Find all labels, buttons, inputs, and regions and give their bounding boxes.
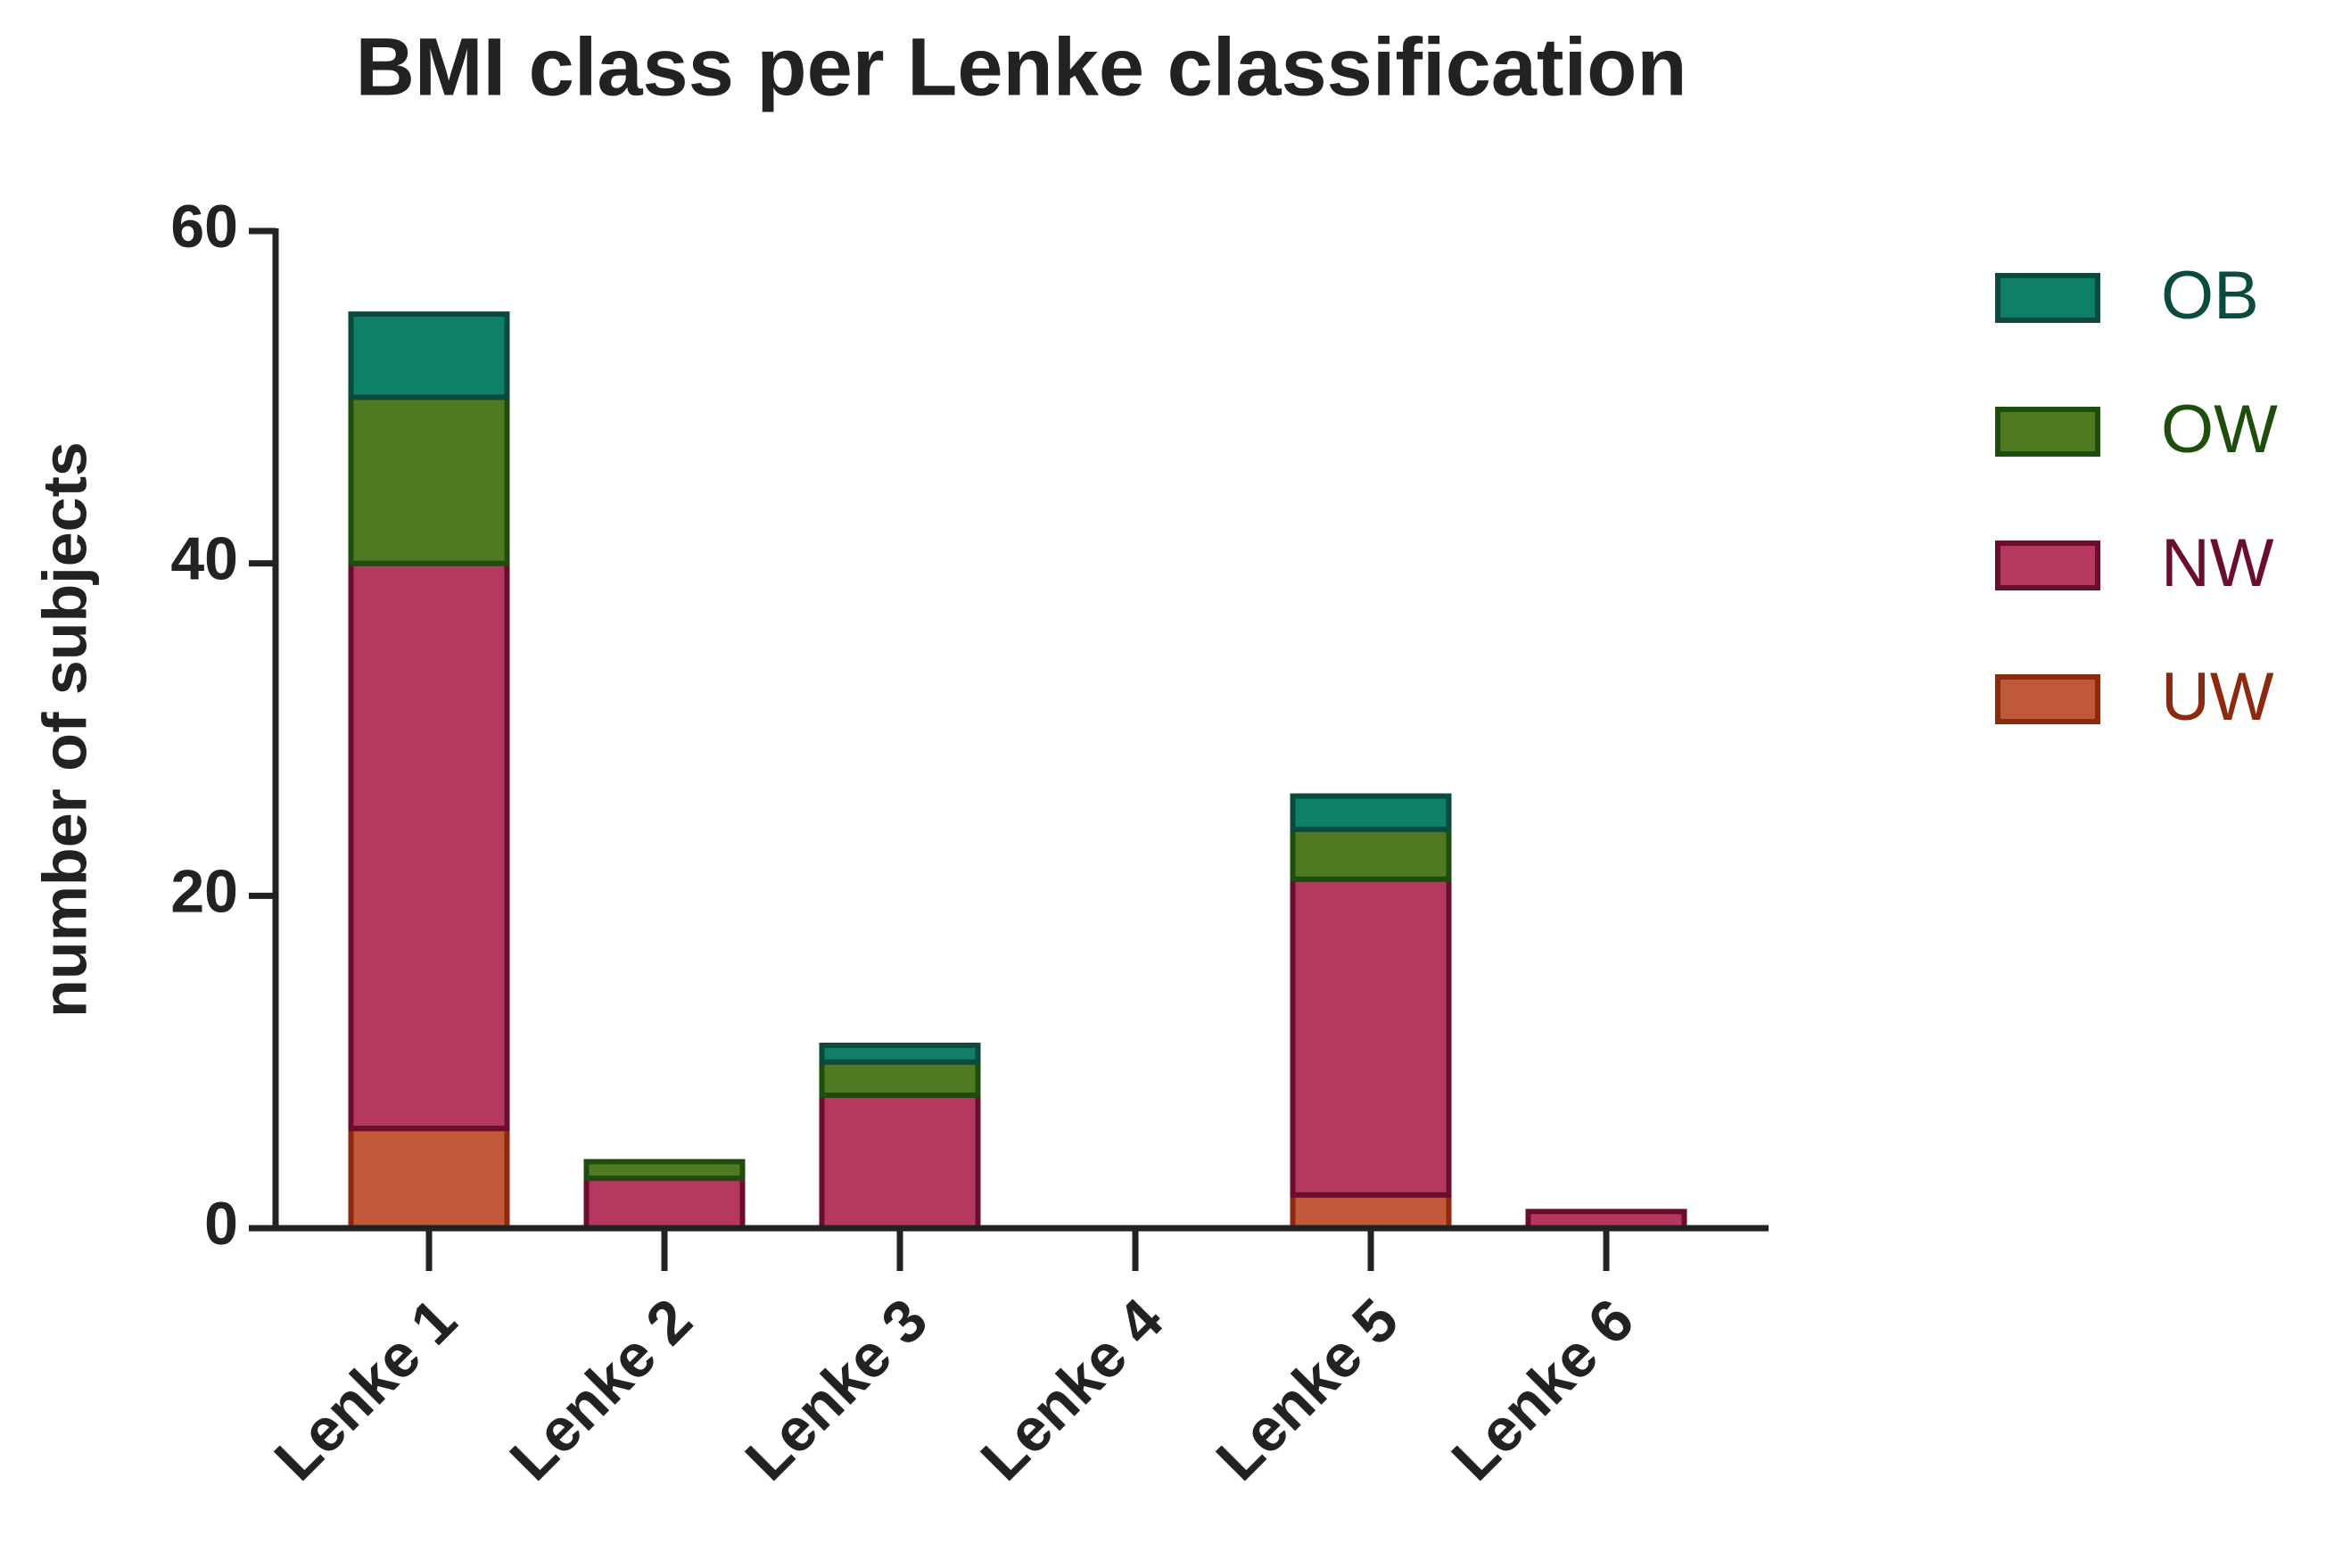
legend-label: UW — [2161, 659, 2274, 735]
x-tick-label: Lenke 3 — [732, 1286, 940, 1494]
bar-segment — [583, 1176, 746, 1231]
x-tick-label: Lenke 4 — [968, 1285, 1175, 1493]
y-tick-label: 20 — [170, 857, 238, 925]
bar-segment — [348, 394, 510, 566]
legend-swatch — [1995, 674, 2100, 724]
bar-segment — [348, 560, 510, 1132]
bar-segment — [1290, 1192, 1452, 1231]
bar-segment — [583, 1159, 746, 1182]
x-tick-label: Lenke 5 — [1203, 1286, 1411, 1494]
bar-segment — [1290, 826, 1452, 882]
legend-label: NW — [2161, 525, 2274, 601]
bar-segment — [819, 1059, 981, 1098]
y-tick-label: 40 — [170, 525, 238, 593]
y-tick-label: 0 — [204, 1190, 238, 1258]
legend-swatch — [1995, 407, 2100, 457]
x-tick-label: Lenke 2 — [497, 1286, 705, 1494]
legend-swatch — [1995, 273, 2100, 323]
x-tick-label: Lenke 6 — [1439, 1286, 1646, 1494]
legend-swatch — [1995, 541, 2100, 590]
bar-segment — [1290, 876, 1452, 1198]
legend-label: OB — [2161, 258, 2259, 334]
y-axis-label: number of subjects — [29, 442, 99, 1018]
bar-segment — [819, 1092, 981, 1232]
bar-segment — [819, 1043, 981, 1065]
legend-label: OW — [2161, 392, 2278, 467]
x-tick-label: Lenke 1 — [261, 1286, 469, 1494]
y-tick-label: 60 — [170, 193, 238, 260]
bar-segment — [348, 1126, 510, 1231]
bar-segment — [348, 311, 510, 400]
chart-title: BMI class per Lenke classification — [355, 21, 1687, 112]
bar-segment — [1290, 793, 1452, 832]
